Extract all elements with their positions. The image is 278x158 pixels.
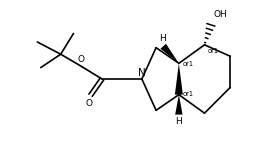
Text: OH: OH: [213, 10, 227, 19]
Text: O: O: [78, 55, 85, 64]
Text: or1: or1: [182, 61, 193, 67]
Text: or1: or1: [208, 48, 219, 54]
Text: O: O: [86, 99, 93, 108]
Text: H: H: [159, 34, 165, 43]
Polygon shape: [160, 44, 179, 63]
Polygon shape: [175, 95, 183, 115]
Text: or1: or1: [182, 91, 193, 97]
Text: H: H: [175, 117, 182, 126]
Polygon shape: [175, 63, 183, 95]
Text: N: N: [138, 68, 146, 78]
